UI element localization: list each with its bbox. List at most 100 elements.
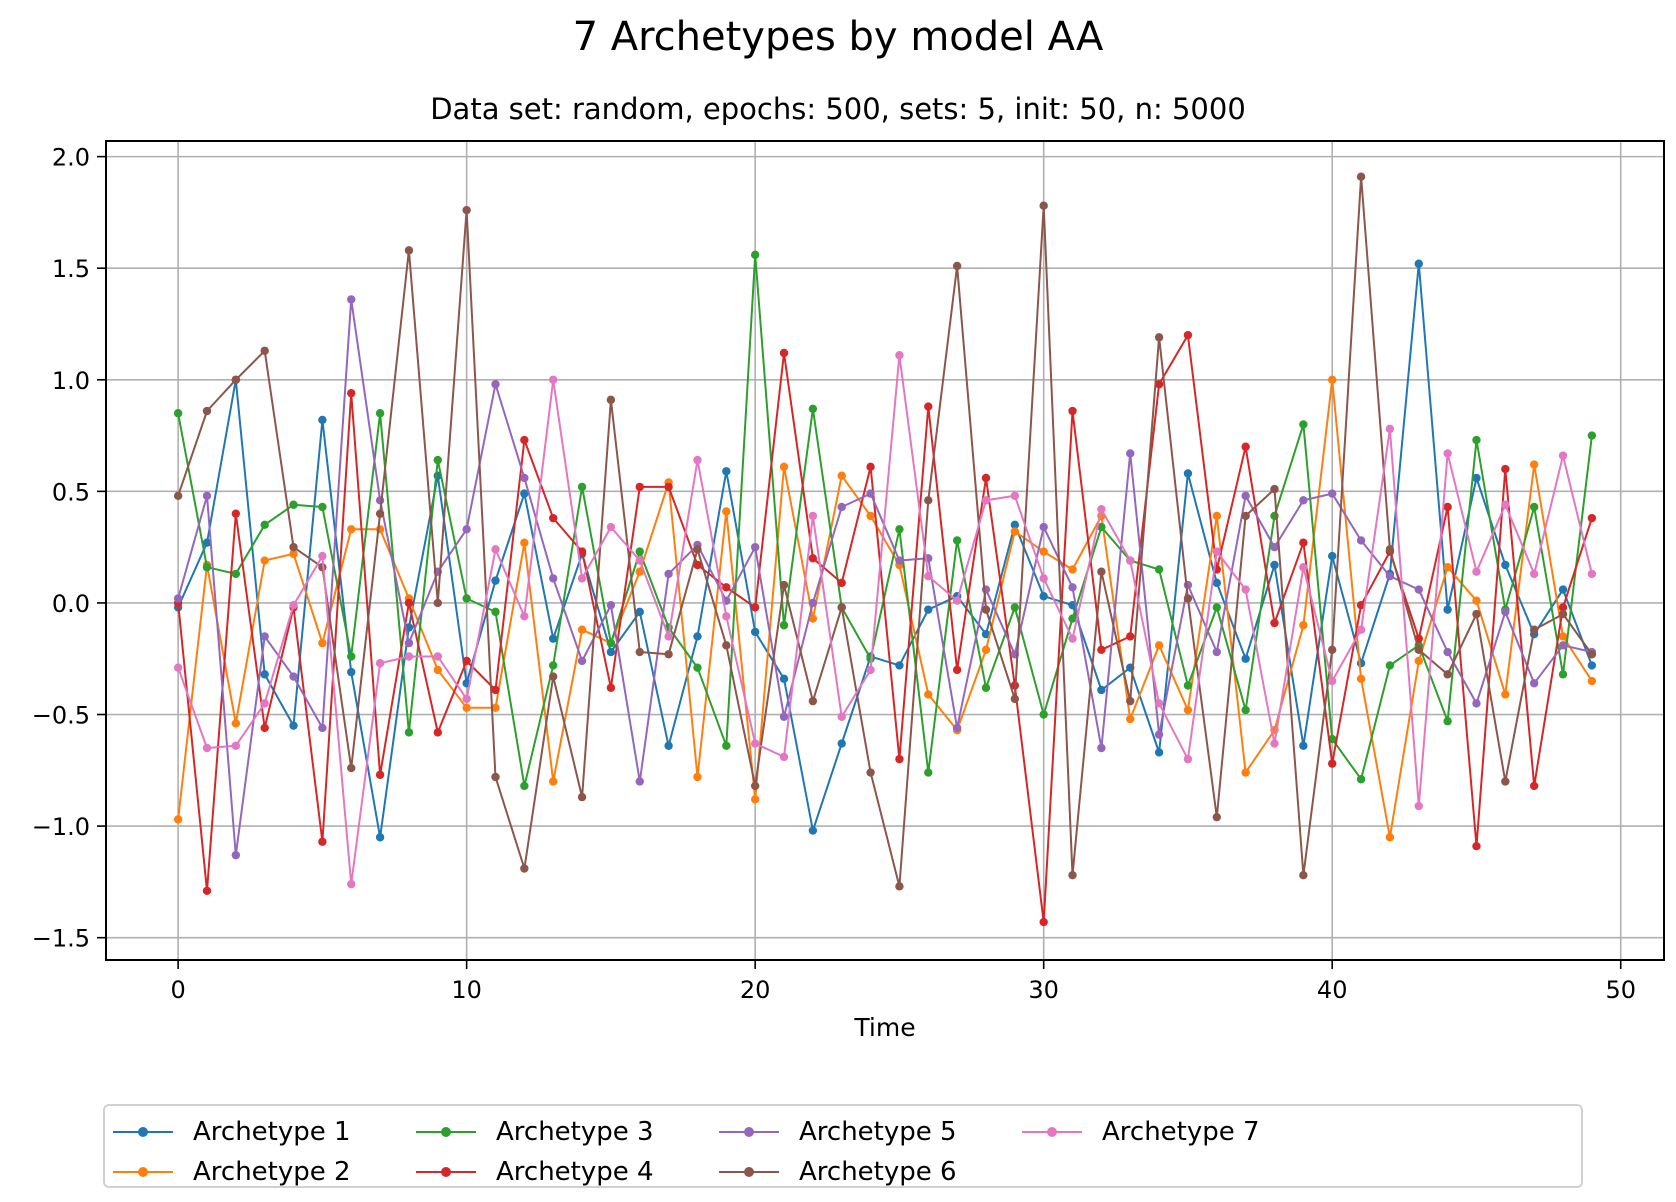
data-point	[260, 723, 269, 733]
data-point	[1299, 496, 1308, 505]
data-point	[462, 703, 471, 713]
data-point	[1558, 670, 1568, 679]
data-point	[549, 672, 558, 681]
data-point	[1414, 645, 1423, 655]
data-point	[1097, 685, 1106, 695]
data-point	[1558, 585, 1568, 594]
data-point	[1587, 661, 1597, 670]
data-point	[231, 850, 241, 860]
data-point	[1154, 748, 1164, 757]
data-point	[1472, 596, 1481, 605]
data-point	[202, 743, 212, 753]
data-point	[1501, 777, 1510, 786]
data-point	[1385, 545, 1395, 554]
y-tick-label: 0.0	[52, 590, 90, 618]
x-axis-label: Time	[854, 1013, 916, 1042]
data-point	[491, 607, 500, 617]
data-point	[1241, 442, 1250, 451]
data-point	[1328, 551, 1337, 561]
data-point	[1328, 375, 1337, 384]
data-point	[808, 404, 818, 413]
legend-swatch	[719, 1157, 779, 1187]
data-point	[433, 455, 442, 465]
data-point	[1299, 741, 1308, 750]
legend-label: Archetype 1	[193, 1117, 351, 1147]
data-point	[1183, 580, 1193, 590]
legend-swatch	[719, 1117, 779, 1147]
data-point	[895, 351, 904, 360]
data-point	[952, 596, 962, 605]
data-point	[1010, 491, 1020, 501]
data-point	[1587, 569, 1597, 579]
data-point	[347, 879, 356, 889]
data-point	[202, 886, 212, 896]
data-point	[1501, 560, 1510, 570]
data-point	[404, 598, 414, 608]
data-point	[404, 638, 414, 648]
data-point	[895, 556, 904, 565]
data-point	[1472, 609, 1481, 619]
data-point	[1443, 449, 1452, 458]
legend-swatch	[113, 1157, 173, 1187]
data-point	[260, 632, 269, 641]
data-point	[462, 656, 471, 666]
data-point	[1356, 658, 1366, 668]
data-point	[750, 739, 760, 748]
plot-area-frame	[105, 140, 1665, 961]
data-point	[347, 295, 356, 304]
x-tick-label: 20	[740, 976, 771, 1004]
data-point	[1529, 781, 1539, 791]
legend-label: Archetype 5	[799, 1117, 957, 1147]
series-archetype-7	[173, 351, 1597, 889]
legend-item: Archetype 7	[1022, 1112, 1260, 1152]
data-point	[1068, 583, 1077, 592]
data-point	[491, 772, 500, 782]
y-tick-label: 2.0	[52, 144, 90, 172]
data-point	[173, 663, 183, 672]
data-point	[433, 652, 442, 661]
data-point	[1529, 460, 1539, 469]
data-point	[606, 647, 616, 657]
series-lines	[173, 172, 1597, 927]
data-point	[1587, 513, 1597, 523]
data-point	[837, 712, 846, 721]
data-point	[1154, 333, 1164, 342]
data-point	[837, 578, 846, 588]
data-point	[1241, 768, 1250, 777]
y-tick-label: 1.0	[52, 367, 90, 395]
series-line	[177, 298, 1593, 857]
data-point	[722, 612, 731, 621]
data-point	[1443, 605, 1452, 614]
data-point	[1126, 449, 1135, 458]
data-point	[779, 621, 789, 630]
data-point	[693, 455, 702, 465]
data-point	[693, 663, 702, 672]
data-point	[1443, 647, 1452, 657]
data-point	[202, 563, 212, 572]
data-point	[1587, 431, 1597, 440]
data-point	[808, 696, 818, 706]
data-point	[635, 547, 644, 556]
data-point	[289, 672, 298, 681]
data-point	[635, 567, 644, 576]
data-point	[173, 594, 183, 603]
data-point	[1212, 547, 1221, 556]
data-point	[1183, 754, 1193, 764]
data-point	[1414, 585, 1423, 594]
data-point	[722, 583, 731, 592]
series-archetype-4	[173, 330, 1597, 927]
data-point	[635, 777, 644, 786]
data-point	[577, 482, 587, 492]
data-point	[1212, 511, 1221, 521]
data-point	[491, 576, 500, 585]
x-tick-label: 30	[1028, 976, 1059, 1004]
data-point	[1183, 594, 1193, 603]
data-point	[1010, 603, 1020, 612]
data-point	[231, 741, 241, 750]
data-point	[750, 627, 760, 637]
data-point	[173, 409, 183, 418]
data-point	[779, 674, 789, 684]
data-point	[1039, 710, 1048, 719]
data-point	[375, 658, 385, 668]
